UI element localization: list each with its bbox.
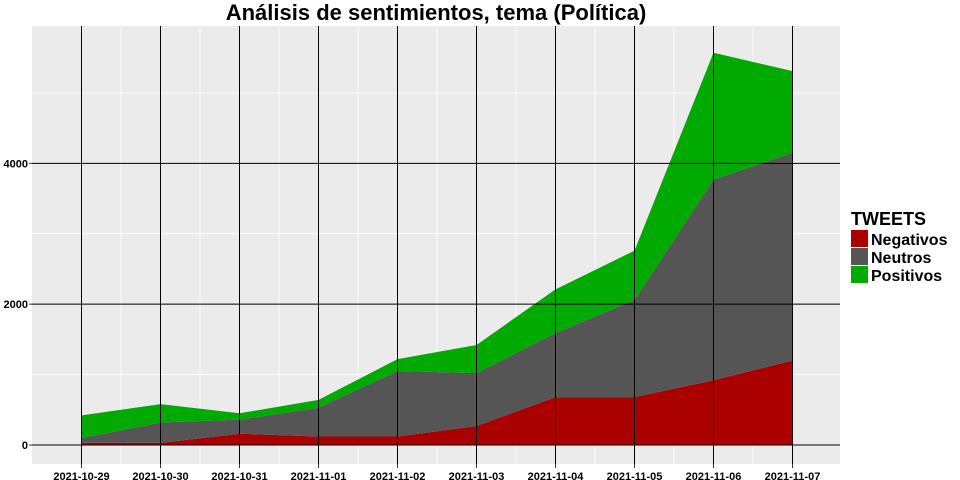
- y-tick-label: 0: [22, 440, 28, 452]
- area-neutros: [81, 152, 793, 443]
- x-tick-label: 2021-10-29: [53, 471, 109, 480]
- area-negativos: [81, 360, 793, 445]
- x-tick-label: 2021-11-02: [370, 471, 426, 480]
- x-tick-label: 2021-11-01: [291, 471, 347, 480]
- area-positivos: [81, 52, 793, 438]
- legend-key-neutros: [851, 248, 868, 265]
- x-tick-label: 2021-11-03: [449, 471, 505, 480]
- legend-key-negativos: [851, 230, 868, 247]
- x-tick-label: 2021-10-31: [211, 471, 267, 480]
- stacked-areas: [81, 52, 793, 445]
- grid-major: [32, 26, 840, 464]
- x-axis: 2021-10-29 2021-10-30 2021-10-31 2021-11-01…: [53, 464, 820, 480]
- legend-label-neutros: Neutros: [871, 250, 932, 267]
- legend-key-positivos: [851, 266, 868, 283]
- legend-label-positivos: Positivos: [871, 268, 942, 285]
- legend-title: TWEETS: [851, 209, 926, 229]
- chart-title: Análisis de sentimientos, tema (Política…: [226, 0, 647, 25]
- x-tick-label: 2021-11-06: [686, 471, 742, 480]
- y-tick-label: 2000: [4, 299, 28, 311]
- y-tick-label: 4000: [4, 158, 28, 170]
- legend-label-negativos: Negativos: [871, 232, 948, 249]
- x-tick-label: 2021-11-04: [528, 471, 585, 480]
- x-tick-label: 2021-11-05: [607, 471, 663, 480]
- y-axis: 0 2000 4000: [4, 158, 32, 452]
- x-tick-label: 2021-10-30: [132, 471, 188, 480]
- x-tick-label: 2021-11-07: [765, 471, 821, 480]
